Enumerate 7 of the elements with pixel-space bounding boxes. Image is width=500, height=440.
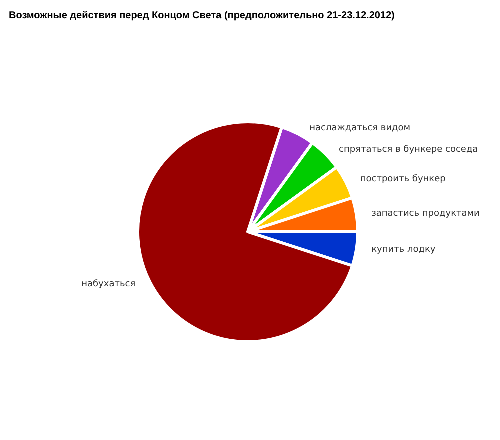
slice-label: запастись продуктами — [372, 208, 480, 219]
slice-label: купить лодку — [372, 245, 436, 256]
chart-title: Возможные действия перед Концом Света (предположительно 21-23.12.2012) — [9, 10, 395, 22]
slice-label: построить бункер — [360, 174, 446, 184]
slice-label: спрятаться в бункере соседа — [339, 144, 478, 155]
slice-label: наслаждаться видом — [310, 124, 411, 134]
slice-label: набухаться — [82, 280, 136, 290]
